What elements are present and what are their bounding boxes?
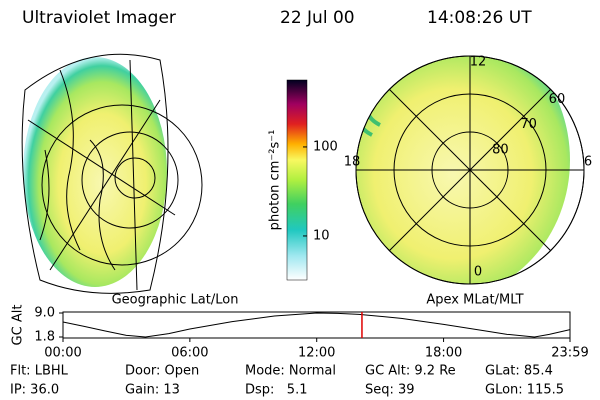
mlat-label: 60 <box>549 92 566 107</box>
status-field: GLon: 115.5 <box>485 383 564 398</box>
date: 22 Jul 00 <box>280 8 355 28</box>
status-field: GLat: 85.4 <box>485 364 553 379</box>
status-field: GC Alt: 9.2 Re <box>365 364 456 379</box>
x-tick-label: 06:00 <box>171 346 208 361</box>
polar-spoke <box>469 169 551 251</box>
polar-spoke <box>389 169 471 251</box>
colorbar-tick-label: 100 <box>313 139 338 154</box>
status-field: Flt: LBHL <box>10 364 69 379</box>
y-axis-label: GC Alt <box>11 305 26 346</box>
y-tick-label: 9.0 <box>34 306 55 321</box>
colorbar-label: photon cm⁻²s⁻¹ <box>268 130 283 231</box>
mlt-label: 6 <box>584 155 592 170</box>
orbit-plot: GC Alt 9.0 1.800:00 06:00 12:00 18:00 23:59 <box>11 305 589 361</box>
mlat-label: 70 <box>520 117 537 132</box>
status-field: Gain: 13 <box>125 383 180 398</box>
mlat-label: 80 <box>492 142 509 157</box>
colorbar-tick-label: 10 <box>313 228 330 243</box>
x-tick-label: 00:00 <box>44 346 81 361</box>
mlt-label: 12 <box>470 55 487 70</box>
title: Ultraviolet Imager <box>22 8 176 28</box>
mlt-label: 0 <box>474 265 482 280</box>
mlat-ring <box>355 55 585 285</box>
mlat-ring <box>393 93 547 247</box>
altitude-curve <box>62 312 571 338</box>
time: 14:08:26 UT <box>427 8 532 28</box>
header: Ultraviolet Imager 22 Jul 00 14:08:26 UT <box>22 8 532 28</box>
status-field: IP: 36.0 <box>10 383 59 398</box>
status-field: Door: Open <box>125 364 199 379</box>
y-tick-label: 1.8 <box>34 330 55 345</box>
x-tick-label: 12:00 <box>298 346 335 361</box>
mlat-ring <box>431 131 509 209</box>
colorbar: photon cm⁻²s⁻¹ <box>268 79 308 281</box>
caption-left: Geographic Lat/Lon <box>112 293 239 308</box>
polar-spoke <box>389 89 471 171</box>
caption-right: Apex MLat/MLT <box>426 293 523 308</box>
status-field: Seq: 39 <box>365 383 415 398</box>
polar-spoke <box>469 89 551 171</box>
geographic-image <box>21 53 203 294</box>
x-tick-label: 23:59 <box>551 346 588 361</box>
status-field: Dsp: 5.1 <box>245 383 308 398</box>
footer: Flt: LBHL Door: Open Mode: Normal GC Alt: 9… <box>10 364 564 398</box>
x-tick-label: 18:00 <box>425 346 462 361</box>
status-field: Mode: Normal <box>245 364 336 379</box>
mlt-label: 18 <box>344 155 361 170</box>
